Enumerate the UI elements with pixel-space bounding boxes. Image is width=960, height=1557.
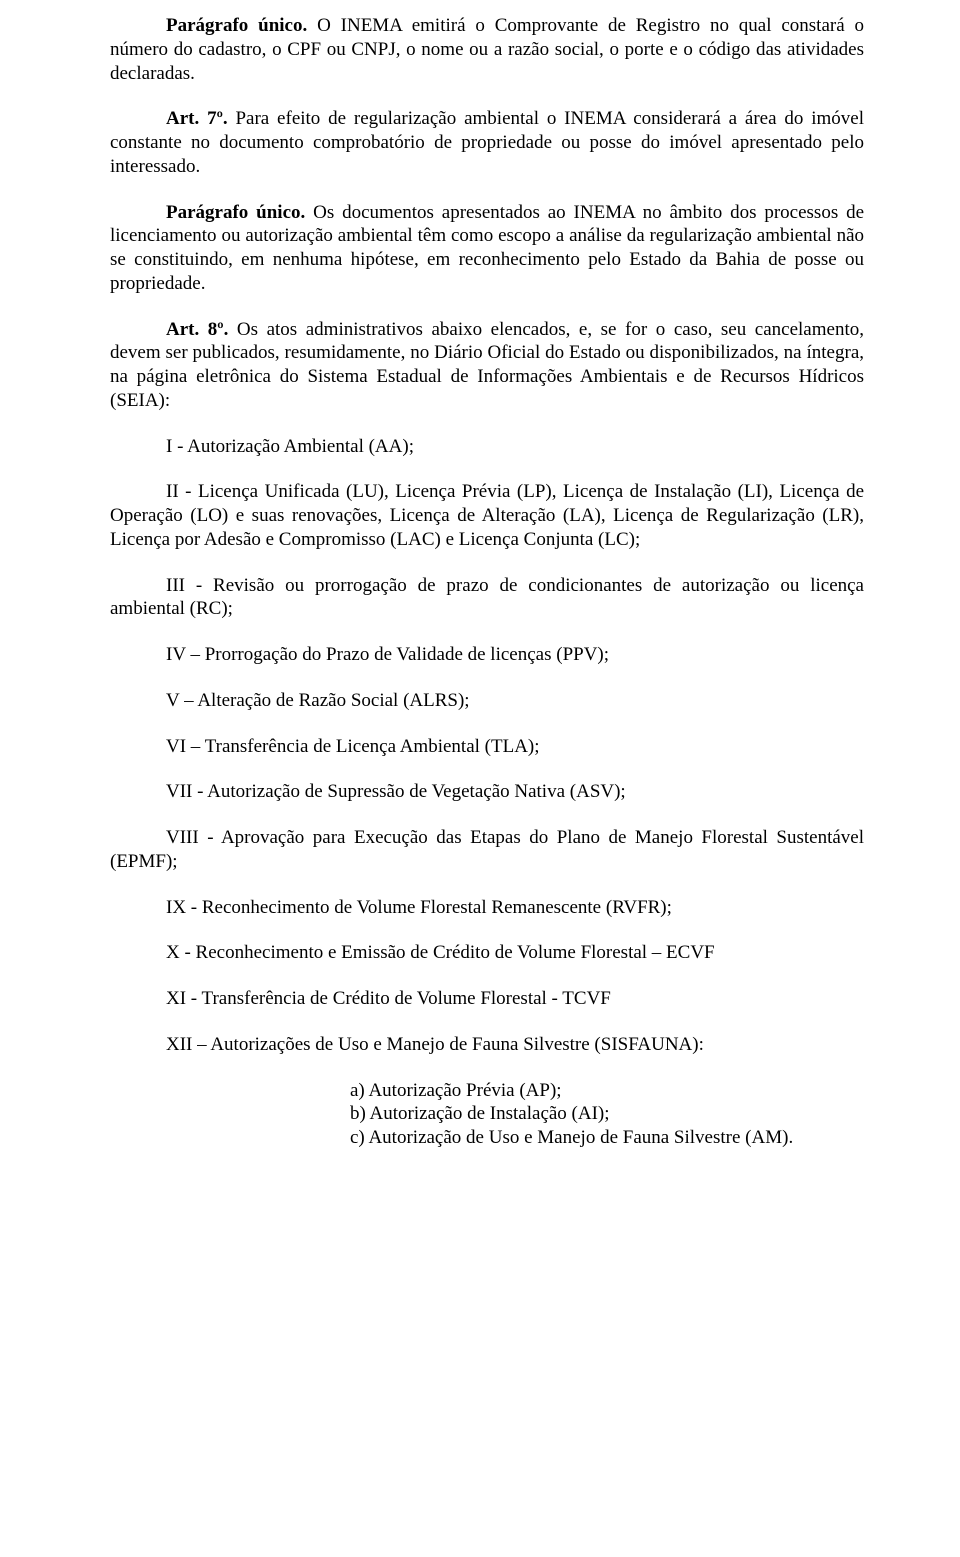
paragraph-lead: Parágrafo único. [166, 202, 305, 223]
item-ix: IX - Reconhecimento de Volume Florestal … [110, 896, 864, 920]
item-iv: IV – Prorrogação do Prazo de Validade de… [110, 643, 864, 667]
sublist-a: a) Autorização Prévia (AP); [350, 1079, 864, 1103]
article-8: Art. 8º. Os atos administrativos abaixo … [110, 318, 864, 413]
item-vii: VII - Autorização de Supressão de Vegeta… [110, 780, 864, 804]
paragraph-unico-1: Parágrafo único. O INEMA emitirá o Compr… [110, 14, 864, 85]
item-v: V – Alteração de Razão Social (ALRS); [110, 689, 864, 713]
item-iii: III - Revisão ou prorrogação de prazo de… [110, 574, 864, 622]
sublist-c: c) Autorização de Uso e Manejo de Fauna … [350, 1126, 864, 1150]
item-x: X - Reconhecimento e Emissão de Crédito … [110, 941, 864, 965]
item-viii: VIII - Aprovação para Execução das Etapa… [110, 826, 864, 874]
sublist-container: a) Autorização Prévia (AP); b) Autorizaç… [110, 1079, 864, 1150]
item-xii: XII – Autorizações de Uso e Manejo de Fa… [110, 1033, 864, 1057]
paragraph-unico-2: Parágrafo único. Os documentos apresenta… [110, 201, 864, 296]
item-i: I - Autorização Ambiental (AA); [110, 435, 864, 459]
item-ii: II - Licença Unificada (LU), Licença Pré… [110, 480, 864, 551]
paragraph-lead: Art. 7º. [166, 108, 228, 129]
item-xi: XI - Transferência de Crédito de Volume … [110, 987, 864, 1011]
sublist-b: b) Autorização de Instalação (AI); [350, 1102, 864, 1126]
paragraph-lead: Art. 8º. [166, 319, 228, 340]
paragraph-lead: Parágrafo único. [166, 15, 307, 36]
article-7: Art. 7º. Para efeito de regularização am… [110, 107, 864, 178]
item-vi: VI – Transferência de Licença Ambiental … [110, 735, 864, 759]
